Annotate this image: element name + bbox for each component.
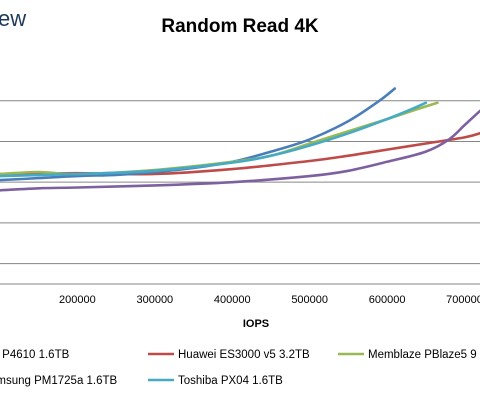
x-tick-label-4: 600000 [369,294,406,306]
legend-label-2: Memblaze PBlaze5 9 [368,349,477,361]
x-axis-label: IOPS [243,318,269,330]
series-line-3 [0,109,480,192]
series-line-4 [0,101,428,178]
legend-item-3: amsung PM1725a 1.6TB [0,375,118,387]
legend-item-1: Huawei ES3000 v5 3.2TB [148,349,310,361]
x-tick-label-2: 400000 [214,294,251,306]
x-tick-labels: 200000 300000 400000 500000 600000 700000 [59,294,480,306]
legend-label-4: Toshiba PX04 1.6TB [178,375,283,387]
series-lines [0,87,480,192]
legend-item-0: el P4610 1.6TB [0,349,70,361]
legend-item-4: Toshiba PX04 1.6TB [148,375,283,387]
legend-label-0: el P4610 1.6TB [0,349,70,361]
x-tick-label-3: 500000 [291,294,328,306]
legend-item-2: Memblaze PBlaze5 9 [338,349,477,361]
brand-text: ew [0,6,26,31]
x-tick-label-0: 200000 [59,294,96,306]
x-tick-label-5: 700000 [446,294,480,306]
legend-label-1: Huawei ES3000 v5 3.2TB [178,349,310,361]
chart-title: Random Read 4K [161,16,319,37]
legend: el P4610 1.6TB Huawei ES3000 v5 3.2TB Memb… [0,349,477,387]
x-tick-label-1: 300000 [136,294,173,306]
legend-label-3: amsung PM1725a 1.6TB [0,375,118,387]
